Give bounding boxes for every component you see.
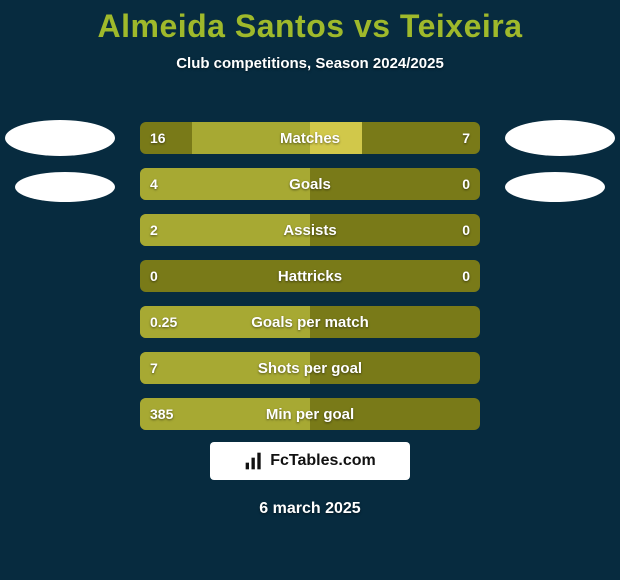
stat-value-left: 16 xyxy=(150,122,166,154)
player-right-avatar-2 xyxy=(505,172,605,202)
page-title: Almeida Santos vs Teixeira xyxy=(0,0,620,45)
stat-value-right: 0 xyxy=(462,214,470,246)
stat-row: Goals per match0.25 xyxy=(140,306,480,338)
stat-bar-left xyxy=(140,214,310,246)
stat-bar-right xyxy=(310,122,362,154)
stat-value-right: 0 xyxy=(462,260,470,292)
stat-bar-left xyxy=(140,306,310,338)
stat-bar-left xyxy=(140,398,310,430)
stat-row: Assists20 xyxy=(140,214,480,246)
stat-value-right: 0 xyxy=(462,168,470,200)
chart-icon xyxy=(244,451,264,471)
date-label: 6 march 2025 xyxy=(0,500,620,518)
stat-row: Shots per goal7 xyxy=(140,352,480,384)
logo-text: FcTables.com xyxy=(270,452,376,470)
stat-value-right: 7 xyxy=(462,122,470,154)
player-right-avatar-1 xyxy=(505,120,615,156)
stat-row: Min per goal385 xyxy=(140,398,480,430)
stat-bar-left xyxy=(192,122,310,154)
stat-row: Goals40 xyxy=(140,168,480,200)
player-left-avatar-2 xyxy=(15,172,115,202)
comparison-infographic: Almeida Santos vs Teixeira Club competit… xyxy=(0,0,620,580)
player-left-avatar-1 xyxy=(5,120,115,156)
stat-bar-left xyxy=(140,352,310,384)
stat-label: Hattricks xyxy=(140,260,480,292)
stat-bars: Matches167Goals40Assists20Hattricks00Goa… xyxy=(140,122,480,444)
stat-row: Matches167 xyxy=(140,122,480,154)
stat-bar-left xyxy=(140,168,310,200)
stat-value-left: 0 xyxy=(150,260,158,292)
subtitle: Club competitions, Season 2024/2025 xyxy=(0,55,620,72)
stat-row: Hattricks0 0 xyxy=(140,260,480,292)
logo-box: FcTables.com xyxy=(210,442,410,480)
